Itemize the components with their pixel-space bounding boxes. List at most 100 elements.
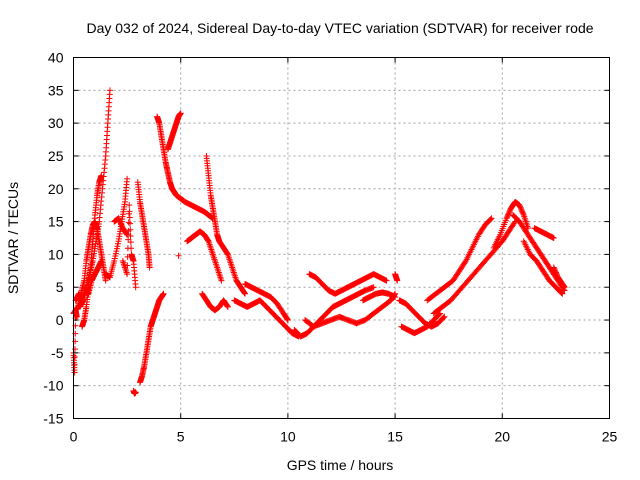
data-point <box>284 316 291 323</box>
y-tick-labels: -15 -10 -5 0 5 10 15 20 25 30 35 40 <box>43 50 63 427</box>
y-tick-label: -15 <box>43 411 63 427</box>
y-axis-label: SDTVAR / TECUs <box>5 182 21 294</box>
series-arc-5.5h <box>184 228 225 284</box>
data-point <box>126 208 133 215</box>
data-point <box>561 284 568 291</box>
series-band-6h <box>199 290 231 314</box>
y-tick-label: 20 <box>48 181 64 197</box>
data-point <box>242 290 249 297</box>
series-decline-21h-b <box>520 238 566 297</box>
data-point <box>370 284 377 291</box>
data-point <box>132 389 139 396</box>
data-point <box>520 210 527 217</box>
series-arc-6h <box>203 152 249 297</box>
data-point <box>124 271 131 278</box>
series-arc-4h <box>154 113 216 222</box>
data-point <box>71 346 78 353</box>
series-arc-2h-b <box>111 215 131 238</box>
data-point <box>71 353 78 360</box>
data-point <box>126 202 133 209</box>
y-tick-label: 15 <box>48 214 64 230</box>
y-tick-label: -5 <box>51 345 64 361</box>
series-arc-3h <box>134 179 153 271</box>
x-axis-label: GPS time / hours <box>287 457 394 473</box>
axis-ticks <box>73 57 610 419</box>
series-rise-17h <box>424 215 495 304</box>
data-point <box>125 219 132 226</box>
data-point <box>550 235 557 241</box>
y-tick-label: -10 <box>43 378 63 394</box>
series-band-14h <box>359 289 399 304</box>
x-tick-label: 15 <box>387 429 403 445</box>
data-point <box>559 290 566 297</box>
data-point <box>127 226 134 233</box>
data-point <box>488 215 495 222</box>
data-point <box>124 175 131 182</box>
series-rise-3h <box>136 290 167 386</box>
data-point <box>511 219 518 226</box>
series-lone-15h <box>392 271 401 284</box>
data-point <box>126 214 133 221</box>
data-point <box>487 216 494 223</box>
plot-frame <box>73 57 610 419</box>
data-point <box>441 313 448 320</box>
y-tick-label: 40 <box>48 50 64 66</box>
data-point <box>128 245 135 252</box>
series-band-15.5h-b <box>398 310 444 337</box>
data-point <box>127 239 134 246</box>
series-rise-17h-b <box>430 218 519 317</box>
data-point <box>218 277 225 284</box>
chart-title: Day 032 of 2024, Sidereal Day-to-day VTE… <box>86 20 593 36</box>
x-tick-labels: 0 5 10 15 20 25 <box>70 429 618 445</box>
y-tick-label: 10 <box>48 246 64 262</box>
series-lone-4.9h <box>175 252 182 259</box>
data-point <box>71 369 78 376</box>
y-tick-label: 30 <box>48 115 64 131</box>
series-scatter-2.5h <box>119 202 139 291</box>
series-early-cluster-d <box>72 257 105 304</box>
data-point <box>71 361 78 368</box>
data-point <box>127 232 134 239</box>
series-dip-2.8h <box>130 387 139 397</box>
series-arc-8h <box>242 280 291 324</box>
y-tick-label: 35 <box>48 82 64 98</box>
data-points <box>70 87 568 397</box>
data-point <box>440 314 447 321</box>
series-band-11h <box>306 271 390 297</box>
series-arc-2h <box>102 175 131 281</box>
data-point <box>106 87 113 94</box>
data-point <box>394 277 401 284</box>
data-point <box>98 257 105 264</box>
x-tick-label: 5 <box>177 429 185 445</box>
series-band-8h <box>231 297 302 340</box>
series-band-22h <box>531 225 557 241</box>
data-point <box>124 231 131 238</box>
series-early-outliers <box>70 307 80 376</box>
data-point <box>132 284 139 291</box>
data-point <box>224 303 231 310</box>
series-rise-4.5h <box>164 110 184 153</box>
y-tick-label: 25 <box>48 148 64 164</box>
data-point <box>558 289 565 296</box>
y-tick-label: 5 <box>56 279 64 295</box>
data-point <box>124 262 131 269</box>
data-point <box>73 313 80 320</box>
data-point <box>127 220 134 227</box>
data-point <box>146 264 153 271</box>
data-point <box>241 289 248 296</box>
data-point <box>160 290 167 297</box>
data-point <box>175 252 182 259</box>
x-tick-label: 25 <box>602 429 618 445</box>
x-tick-label: 0 <box>70 429 78 445</box>
data-point <box>177 110 184 117</box>
data-point <box>383 277 390 284</box>
series-tail-22.5h <box>550 264 568 291</box>
x-tick-label: 20 <box>495 429 511 445</box>
data-point <box>224 303 231 310</box>
x-tick-label: 10 <box>280 429 296 445</box>
data-point <box>102 277 109 284</box>
data-point <box>392 294 399 301</box>
data-point <box>284 317 291 324</box>
y-tick-label: 0 <box>56 312 64 328</box>
